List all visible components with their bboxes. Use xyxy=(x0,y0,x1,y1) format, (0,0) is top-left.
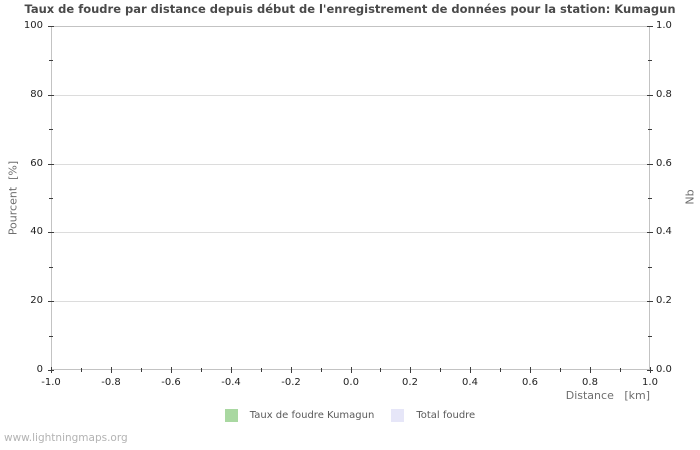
y-tick-right xyxy=(647,232,653,233)
y-minor-tick-left xyxy=(49,60,53,61)
y-minor-tick-right xyxy=(648,267,652,268)
x-tick xyxy=(51,367,52,373)
legend-label: Total foudre xyxy=(416,410,476,421)
plot-area xyxy=(51,26,650,370)
x-tick-label: -0.4 xyxy=(221,377,241,388)
y-tick-label-right: 0.4 xyxy=(656,226,672,237)
x-minor-tick xyxy=(380,368,381,372)
x-minor-tick xyxy=(500,368,501,372)
x-minor-tick xyxy=(201,368,202,372)
y-tick-label-left: 80 xyxy=(30,89,43,100)
x-tick-label: 0.4 xyxy=(462,377,478,388)
y-tick-left xyxy=(48,26,54,27)
y-tick-left xyxy=(48,164,54,165)
gridline xyxy=(52,95,649,96)
x-minor-tick xyxy=(321,368,322,372)
x-tick xyxy=(111,367,112,373)
y-minor-tick-right xyxy=(648,60,652,61)
y-tick-label-left: 0 xyxy=(36,364,43,375)
x-axis-label: Distance [km] xyxy=(565,389,650,402)
legend-swatch-green xyxy=(224,409,238,422)
x-tick xyxy=(351,367,352,373)
y-tick-right xyxy=(647,301,653,302)
y-tick-label-right: 0.6 xyxy=(656,158,672,169)
y-minor-tick-left xyxy=(49,267,53,268)
chart-title: Taux de foudre par distance depuis début… xyxy=(24,2,676,16)
x-tick-label: -0.8 xyxy=(101,377,121,388)
y-tick-left xyxy=(48,232,54,233)
x-minor-tick xyxy=(141,368,142,372)
y-tick-label-left: 20 xyxy=(30,295,43,306)
x-minor-tick xyxy=(261,368,262,372)
y-minor-tick-left xyxy=(49,336,53,337)
x-minor-tick xyxy=(620,368,621,372)
y-tick-right xyxy=(647,164,653,165)
y-minor-tick-right xyxy=(648,129,652,130)
y-minor-tick-right xyxy=(648,198,652,199)
x-tick xyxy=(171,367,172,373)
y-tick-label-right: 0.2 xyxy=(656,295,672,306)
y-tick-label-right: 1.0 xyxy=(656,20,672,31)
x-tick xyxy=(291,367,292,373)
y-tick-label-left: 100 xyxy=(23,20,43,31)
legend-swatch-lavender xyxy=(391,409,405,422)
gridline xyxy=(52,301,649,302)
x-tick-label: 1.0 xyxy=(642,377,658,388)
x-tick-label: 0.0 xyxy=(343,377,359,388)
x-tick xyxy=(470,367,471,373)
y-tick-label-right: 0.0 xyxy=(656,364,672,375)
x-minor-tick xyxy=(440,368,441,372)
x-minor-tick xyxy=(81,368,82,372)
legend: Taux de foudre Kumagun Total foudre xyxy=(0,409,700,422)
y-minor-tick-left xyxy=(49,198,53,199)
y-minor-tick-left xyxy=(49,129,53,130)
x-tick-label: -0.6 xyxy=(161,377,181,388)
y-tick-right xyxy=(647,95,653,96)
y-tick-left xyxy=(48,95,54,96)
x-tick-label: 0.2 xyxy=(402,377,418,388)
y-tick-right xyxy=(647,26,653,27)
y-minor-tick-right xyxy=(648,336,652,337)
x-tick xyxy=(410,367,411,373)
x-tick xyxy=(590,367,591,373)
y-tick-label-left: 40 xyxy=(30,226,43,237)
x-tick-label: -1.0 xyxy=(41,377,61,388)
x-tick xyxy=(650,367,651,373)
x-tick-label: -0.2 xyxy=(281,377,301,388)
gridline xyxy=(52,232,649,233)
x-tick-label: 0.6 xyxy=(522,377,538,388)
watermark-link: www.lightningmaps.org xyxy=(4,432,128,444)
x-tick-label: 0.8 xyxy=(582,377,598,388)
x-tick xyxy=(530,367,531,373)
y-tick-label-right: 0.8 xyxy=(656,89,672,100)
y-axis-label-left: Pourcent [%] xyxy=(6,160,20,236)
legend-item-total-foudre: Total foudre xyxy=(391,409,475,422)
x-minor-tick xyxy=(560,368,561,372)
legend-label: Taux de foudre Kumagun xyxy=(249,410,375,421)
y-tick-left xyxy=(48,301,54,302)
y-axis-label-right: Nb xyxy=(683,189,697,205)
x-tick xyxy=(231,367,232,373)
y-tick-label-left: 60 xyxy=(30,158,43,169)
gridline xyxy=(52,164,649,165)
legend-item-taux-de-foudre: Taux de foudre Kumagun xyxy=(224,409,375,422)
